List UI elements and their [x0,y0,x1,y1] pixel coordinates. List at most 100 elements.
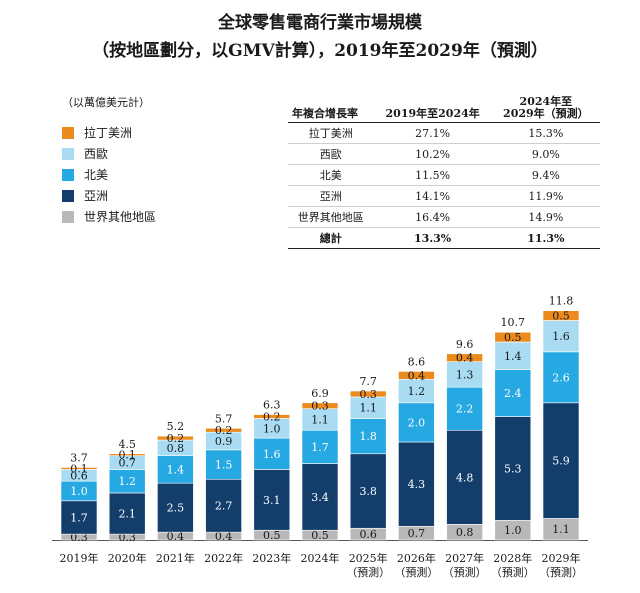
data-label: 2.5 [167,502,185,515]
bar-segment [349,418,387,455]
data-label: 0.1 [118,449,136,462]
data-label: 1.0 [70,485,88,498]
data-label: 0.2 [263,411,281,424]
data-label: 2.7 [215,500,233,513]
bar-segment [349,453,387,529]
bar-segment [494,369,532,417]
cagr-header-row: 年複合增長率 2019年至2024年 2024年至 2029年（預測） [288,94,600,123]
cagr-region: 拉丁美洲 [288,122,374,144]
cagr-total-value: 13.3% [373,227,492,249]
cagr-header: 2019年至2024年 [373,94,492,123]
data-label: 1.2 [118,475,136,488]
data-label: 1.4 [167,463,185,476]
data-label: 2.4 [504,387,522,400]
data-label: 3.4 [311,491,329,504]
bar-segment [108,492,146,535]
data-label: 0.1 [70,462,88,475]
data-label: 0.3 [359,388,377,401]
data-label: 1.7 [70,511,88,524]
bar-segment [446,353,483,362]
bar-segment [253,469,291,531]
x-tick-label: 2019年 [60,551,99,565]
bar-segment [108,453,146,457]
bar-segment [60,467,98,470]
cagr-table: 年複合增長率 2019年至2024年 2024年至 2029年（預測） 拉丁美洲… [288,94,600,249]
data-label: 0.3 [311,400,329,413]
data-label: 0.9 [215,435,233,448]
chart-title: 全球零售電商行業市場規模 [218,13,422,33]
bar-segment [60,500,98,535]
bar-segment [398,371,435,380]
bar-segment [157,435,194,441]
bar-segment [253,437,291,470]
data-label: 0.6 [70,469,88,482]
x-tick-label: （預測） [443,565,487,579]
x-tick-label: 2024年 [301,551,340,565]
cagr-region: 西歐 [288,143,374,165]
legend-label: 拉丁美洲 [84,126,133,140]
legend-item: 西歐 [62,143,156,164]
cagr-header: 年複合增長率 [288,94,374,123]
data-label: 1.0 [504,524,522,537]
total-label: 11.8 [549,295,574,308]
x-tick-label: 2022年 [204,551,243,565]
x-tick-label: （預測） [491,565,535,579]
total-label: 10.7 [501,316,526,329]
legend-swatch [62,210,74,223]
total-label: 4.5 [118,438,136,451]
x-tick-label: 2020年 [108,551,147,565]
table-row: 西歐 10.2% 9.0% [288,143,600,165]
data-label: 0.5 [263,529,281,542]
data-label: 0.2 [215,424,233,437]
bar-segment [349,390,387,398]
legend-swatch [62,189,74,202]
data-label: 2.1 [118,508,136,521]
x-tick-label: 2029年 [542,551,581,565]
bar-segment [542,402,580,519]
data-label: 1.6 [552,330,570,343]
cagr-value: 27.1% [373,122,492,144]
data-label: 2.2 [456,403,474,416]
unit-label: （以萬億美元計） [62,96,150,109]
data-label: 1.7 [311,441,329,454]
data-label: 0.5 [311,529,329,542]
legend-item: 北美 [62,164,156,185]
total-label: 8.6 [408,355,426,368]
data-label: 0.4 [167,530,185,543]
data-label: 1.1 [311,413,329,426]
data-label: 0.2 [167,432,185,445]
table-row: 拉丁美洲 27.1% 15.3% [288,122,600,144]
bar-segment [157,482,194,533]
data-label: 0.5 [504,331,522,344]
total-label: 9.6 [456,338,474,351]
cagr-value: 9.0% [491,143,600,165]
total-label: 5.2 [167,420,185,433]
x-tick-label: 2021年 [156,551,195,565]
data-label: 0.7 [408,527,426,540]
data-label: 1.3 [456,368,474,381]
legend-label: 亞洲 [84,189,109,203]
x-tick-label: （預測） [539,565,583,579]
data-label: 0.6 [359,528,377,541]
data-label: 0.4 [456,352,474,365]
total-label: 6.9 [311,387,329,400]
x-tick-label: （預測） [394,565,438,579]
legend: 拉丁美洲 西歐 北美 亞洲 世界其他地區 [62,122,156,227]
chart-subtitle: （按地區劃分，以GMV計算），2019年至2029年（預測） [92,41,548,61]
total-label: 7.7 [359,375,377,388]
bar-segment [205,427,242,433]
data-label: 0.8 [167,442,185,455]
legend-label: 北美 [84,168,109,182]
cagr-total-value: 11.3% [491,227,600,249]
legend-item: 亞洲 [62,185,156,206]
bar-segment [301,463,339,531]
total-label: 6.3 [263,399,281,412]
cagr-value: 14.9% [491,206,600,228]
bar-segment [446,429,483,525]
cagr-region: 亞洲 [288,185,374,207]
data-label: 1.0 [263,422,281,435]
bar-segment [301,402,339,409]
cagr-value: 14.1% [373,185,492,207]
data-label: 1.1 [359,402,377,415]
